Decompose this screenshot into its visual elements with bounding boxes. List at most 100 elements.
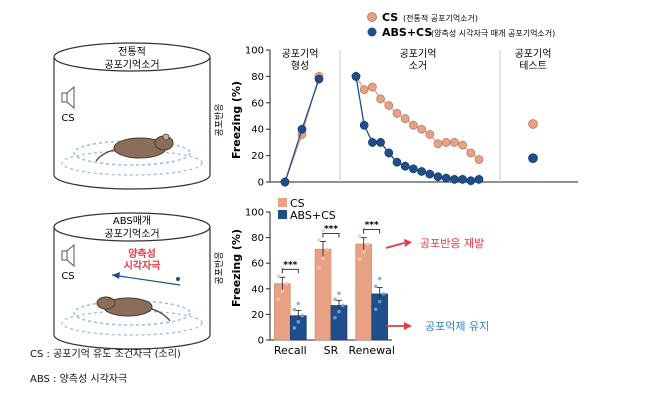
line-y-tick-label: 20	[251, 151, 264, 162]
data-point-abs	[314, 74, 324, 84]
data-point-abs	[359, 120, 369, 130]
data-point-abs	[280, 177, 290, 187]
legend-cs-sub: (전통적 공포기억소거)	[403, 13, 478, 23]
legend-cs-marker	[367, 12, 377, 22]
significance-bracket	[363, 229, 381, 234]
data-point-abs	[441, 173, 451, 183]
scene-bottom-title-1: ABS매개	[113, 215, 151, 227]
bar-category-label: Renewal	[348, 344, 394, 357]
data-point-abs	[417, 167, 426, 176]
bilateral-stimulus-label-2: 시각자극	[124, 259, 161, 272]
bar-dot	[373, 307, 378, 312]
mouse-icon	[95, 133, 174, 162]
fear-maintain-label: 공포억제 유지	[425, 320, 489, 333]
speaker-icon	[61, 243, 75, 268]
line-chart: 공포반응 Freezing (%) 공포기억 형성 공포기억 소거 공포기억 테…	[214, 46, 578, 189]
bar-dot	[317, 238, 321, 242]
data-point-abs	[384, 148, 394, 158]
bar-y-tick-label: 80	[251, 233, 264, 244]
fear-return-label: 공포반응 재발	[420, 237, 484, 250]
bar-y-tick-label: 20	[251, 310, 264, 321]
bar-dot	[337, 309, 341, 314]
data-point-abs	[376, 138, 385, 147]
data-point-cs	[400, 114, 410, 123]
bar-dot	[357, 257, 362, 262]
bar-dot	[321, 228, 325, 233]
bar-dot	[381, 292, 386, 296]
data-point-test-abs	[528, 153, 538, 164]
data-point-abs	[466, 176, 476, 186]
bar-dot	[337, 291, 341, 295]
bar-legend-abs-label: ABS+CS	[290, 209, 336, 222]
line-y-tick-label: 0	[258, 178, 264, 189]
data-point-cs	[425, 130, 435, 139]
phase-1-line1: 공포기억	[282, 48, 319, 60]
bar-dot	[373, 284, 378, 289]
data-point-cs	[450, 138, 459, 147]
bar-chart-ylabel-ko: 공포반응	[214, 251, 225, 284]
data-point-abs	[392, 157, 402, 167]
legend-cs-label: CS	[382, 11, 398, 24]
bar-cs	[314, 248, 332, 341]
bar-dot	[377, 276, 382, 281]
bar-dot	[333, 315, 337, 320]
bar-dot	[333, 297, 337, 302]
significance-bracket	[322, 232, 340, 238]
abs-extinction-scene: ABS매개 공포기억소거 CS 양측성 시각자극	[53, 212, 211, 350]
data-point-cs	[409, 120, 418, 130]
bilateral-stimulus-label-1: 양측성	[128, 247, 156, 260]
data-point-cs	[474, 155, 484, 164]
data-point-cs	[466, 148, 476, 158]
line-chart-ylabel-ko: 공포반응	[214, 103, 225, 136]
illustration-panel: 전통적 공포기억소거 CS ABS매개 공포기억소거 CS 양측성 시각자극	[53, 42, 211, 350]
bar-y-tick-label: 60	[251, 259, 264, 270]
data-point-abs	[409, 164, 418, 174]
phase-1-line2: 형성	[291, 60, 309, 72]
data-point-cs	[458, 140, 467, 150]
bar-y-tick-label: 0	[258, 336, 264, 347]
bar-y-tick-label: 100	[245, 208, 264, 219]
line-y-tick-label: 60	[251, 98, 264, 109]
data-point-cs	[376, 94, 385, 104]
bar-dot	[341, 303, 345, 308]
footnote-abs: ABS : 양측성 시각자극	[30, 374, 128, 385]
bar-dot	[321, 256, 325, 261]
bar-dot	[280, 289, 285, 294]
data-point-cs	[368, 82, 377, 92]
bar-dot	[296, 320, 301, 324]
significance-label: ***	[324, 224, 338, 234]
traditional-extinction-scene: 전통적 공포기억소거 CS	[53, 42, 211, 190]
speaker-icon	[61, 85, 75, 110]
data-point-cs	[359, 85, 369, 94]
data-point-abs	[297, 124, 307, 134]
data-point-abs	[474, 175, 484, 184]
data-point-abs	[368, 138, 377, 147]
line-y-tick-label: 80	[251, 72, 264, 83]
data-point-cs	[433, 139, 443, 149]
line-y-tick-label: 100	[245, 46, 264, 57]
mouse-icon	[96, 296, 171, 322]
bar-dot	[377, 299, 382, 304]
data-point-abs	[450, 175, 459, 184]
line-chart-ylabel: Freezing (%)	[230, 81, 243, 159]
phase-3-line1: 공포기억	[515, 48, 552, 60]
annotations: 공포반응 재발 공포억제 유지	[385, 237, 489, 333]
footnote-cs: CS : 공포기억 유도 조건자극 (소리)	[30, 349, 181, 360]
scene-bottom-title-2: 공포기억소거	[104, 228, 159, 240]
data-point-cs	[417, 124, 426, 134]
bar-dot	[276, 297, 281, 301]
bar-chart: 공포반응 Freezing (%) CS ABS+CS 0 20 40 60 80 100…	[214, 197, 395, 357]
phase-2-line1: 공포기억	[400, 48, 437, 60]
bar-dot	[365, 242, 370, 246]
bar-dot	[317, 265, 321, 270]
stimulus-arrow-icon	[111, 272, 181, 286]
bar-category-label: SR	[324, 344, 339, 357]
bar-chart-ylabel: Freezing (%)	[230, 229, 243, 307]
bar-legend-cs-swatch	[278, 198, 287, 207]
bar-dot	[296, 301, 301, 306]
data-point-abs	[433, 172, 443, 182]
legend: CS (전통적 공포기억소거) ABS+CS (양측성 시각자극 매개 공포기억…	[367, 11, 555, 39]
scene-top-title-1: 전통적	[118, 46, 146, 58]
scene-bottom-cs-label: CS	[61, 271, 74, 282]
